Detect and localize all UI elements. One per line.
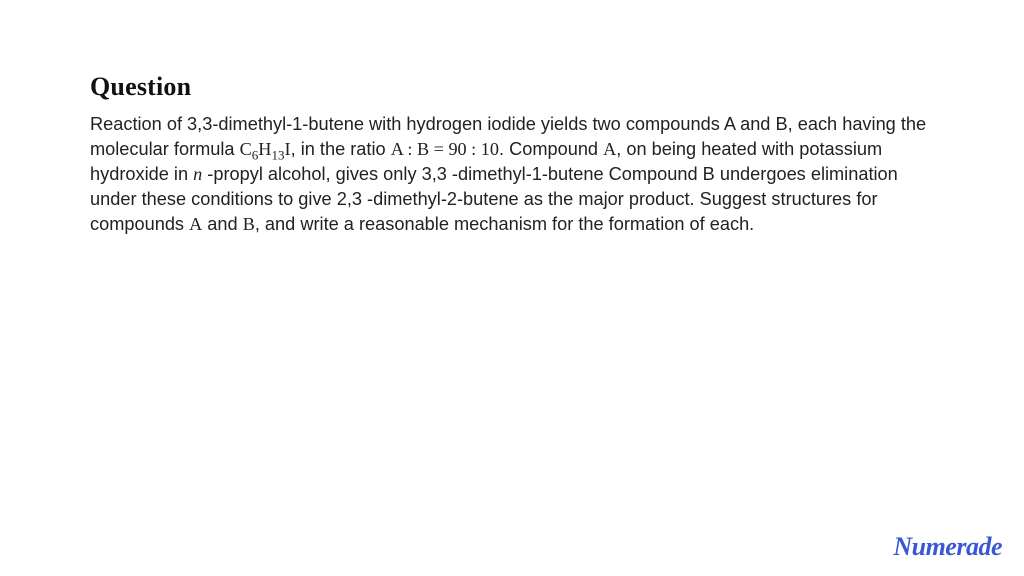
logo-text: Numerade — [893, 532, 1002, 561]
formula-H: H — [258, 139, 271, 159]
formula-sub-13: 13 — [271, 148, 284, 163]
compound-A: A — [603, 139, 616, 159]
formula-C: C — [240, 139, 252, 159]
text-fragment: and — [202, 214, 242, 234]
question-body: Reaction of 3,3-dimethyl-1-butene with h… — [90, 112, 934, 237]
ratio: A : B = 90 : 10 — [391, 139, 499, 159]
compound-A-2: A — [189, 214, 202, 234]
text-fragment: , and write a reasonable mechanism for t… — [255, 214, 754, 234]
text-fragment: , in the ratio — [291, 139, 391, 159]
text-fragment: . Compound — [499, 139, 603, 159]
compound-B-2: B — [243, 214, 255, 234]
page: Question Reaction of 3,3-dimethyl-1-bute… — [0, 0, 1024, 576]
numerade-logo: Numerade — [893, 532, 1002, 562]
question-heading: Question — [90, 72, 934, 102]
n-italic: n — [193, 164, 202, 184]
